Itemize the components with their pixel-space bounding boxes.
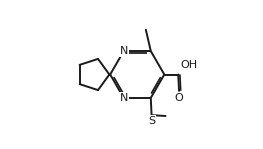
Text: N: N bbox=[119, 93, 128, 103]
Text: OH: OH bbox=[180, 60, 197, 70]
Text: N: N bbox=[119, 46, 128, 56]
Text: O: O bbox=[175, 93, 183, 103]
Text: S: S bbox=[148, 116, 155, 126]
